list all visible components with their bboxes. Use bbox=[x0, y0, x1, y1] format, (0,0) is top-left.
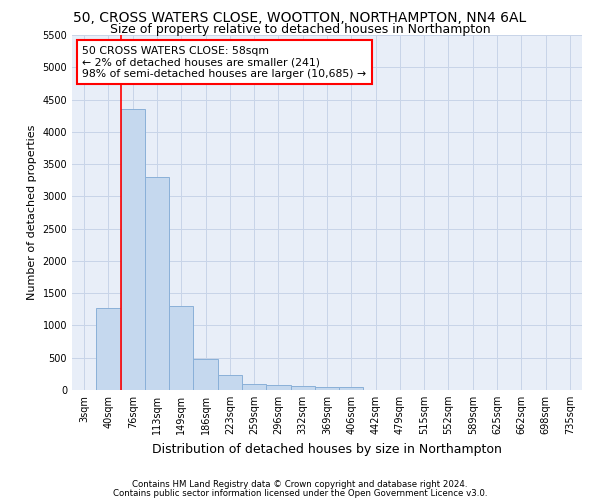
Text: 50, CROSS WATERS CLOSE, WOOTTON, NORTHAMPTON, NN4 6AL: 50, CROSS WATERS CLOSE, WOOTTON, NORTHAM… bbox=[73, 11, 527, 25]
Bar bbox=[242, 384, 266, 390]
Bar bbox=[96, 308, 121, 390]
Bar bbox=[315, 387, 339, 390]
Bar bbox=[218, 376, 242, 390]
Text: Contains public sector information licensed under the Open Government Licence v3: Contains public sector information licen… bbox=[113, 488, 487, 498]
Bar bbox=[290, 386, 315, 390]
X-axis label: Distribution of detached houses by size in Northampton: Distribution of detached houses by size … bbox=[152, 442, 502, 456]
Text: Contains HM Land Registry data © Crown copyright and database right 2024.: Contains HM Land Registry data © Crown c… bbox=[132, 480, 468, 489]
Text: 50 CROSS WATERS CLOSE: 58sqm
← 2% of detached houses are smaller (241)
98% of se: 50 CROSS WATERS CLOSE: 58sqm ← 2% of det… bbox=[82, 46, 367, 79]
Bar bbox=[193, 359, 218, 390]
Bar bbox=[145, 177, 169, 390]
Y-axis label: Number of detached properties: Number of detached properties bbox=[27, 125, 37, 300]
Text: Size of property relative to detached houses in Northampton: Size of property relative to detached ho… bbox=[110, 22, 490, 36]
Bar bbox=[121, 109, 145, 390]
Bar bbox=[339, 387, 364, 390]
Bar bbox=[169, 306, 193, 390]
Bar bbox=[266, 385, 290, 390]
